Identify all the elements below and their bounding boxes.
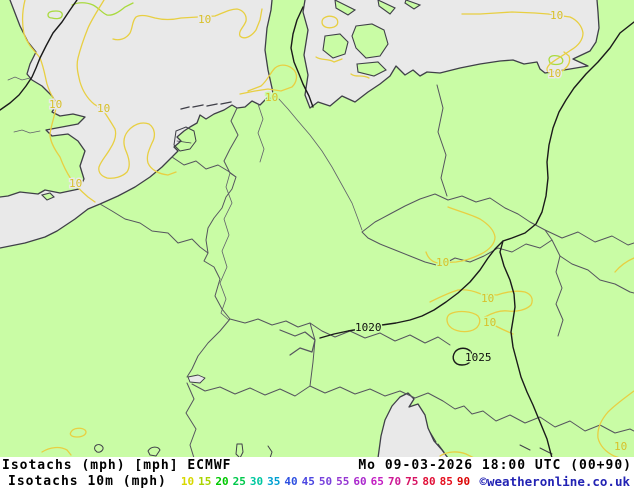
scale-value: 10: [180, 474, 195, 488]
isotach-15-contours: [47, 2, 564, 66]
map-canvas: 10 10 10 10 10 10 10 10 10 10 10 1020 10…: [0, 0, 634, 458]
scale-value: 85: [439, 474, 453, 488]
legend-title: Isotachs (mph) [mph] ECMWF: [2, 458, 232, 473]
isotach-label: 10: [548, 67, 561, 80]
scale-value: 40: [284, 474, 298, 488]
legend-bar: Isotachs (mph) [mph] ECMWF Mo 09-03-2026…: [0, 457, 634, 490]
scale-value: 20: [215, 474, 229, 488]
isobars: [0, 0, 634, 458]
scale-value: 75: [405, 474, 419, 488]
contour-labels: 10 10 10 10 10 10 10 10 10 10 10 1020 10…: [48, 8, 629, 455]
isotach-label: 10: [614, 440, 627, 453]
scale-value: 70: [387, 474, 402, 488]
isotach-10-contours: [21, 0, 634, 458]
legend-datetime: Mo 09-03-2026 18:00 UTC (00+90): [358, 458, 632, 473]
isotach-label: 10: [198, 13, 211, 26]
adriatic-sea: [378, 393, 448, 458]
scale-value: 15: [198, 474, 212, 488]
isotach-color-scale: 10 15 20 25 30 35 40 45 50 55 60 65 70 75 80 85 90: [181, 475, 470, 488]
scale-value: 50: [318, 474, 333, 488]
isobar-label-1025: 1025: [465, 351, 492, 364]
isotach-label: 10: [481, 292, 494, 305]
scale-value: 30: [249, 474, 264, 488]
scale-value: 60: [353, 474, 367, 488]
islands: [40, 0, 422, 201]
scale-value: 80: [422, 474, 436, 488]
scale-value: 25: [232, 474, 246, 488]
isotach-label: 10: [550, 9, 563, 22]
isobar-label-1020: 1020: [355, 321, 382, 334]
scale-value: 35: [267, 474, 281, 488]
scale-value: 55: [336, 474, 350, 488]
isotach-label: 10: [265, 91, 278, 104]
scale-value: 90: [456, 474, 471, 488]
lake-geneva: [188, 375, 205, 383]
isotach-label: 10: [97, 102, 110, 115]
rivers: [7, 76, 363, 321]
country-borders: [99, 84, 634, 458]
copyright-link[interactable]: ©weatheronline.co.uk: [479, 473, 630, 489]
legend-subtitle: Isotachs 10m (mph): [8, 473, 167, 489]
scale-value: 45: [301, 474, 315, 488]
isotach-label: 10: [436, 256, 449, 269]
isotach-label: 10: [69, 177, 82, 190]
scale-value: 65: [370, 474, 384, 488]
isotach-label: 10: [483, 316, 496, 329]
weather-map: 10 10 10 10 10 10 10 10 10 10 10 1020 10…: [0, 0, 634, 458]
isotach-label: 10: [49, 98, 62, 111]
coastlines: [0, 0, 600, 458]
